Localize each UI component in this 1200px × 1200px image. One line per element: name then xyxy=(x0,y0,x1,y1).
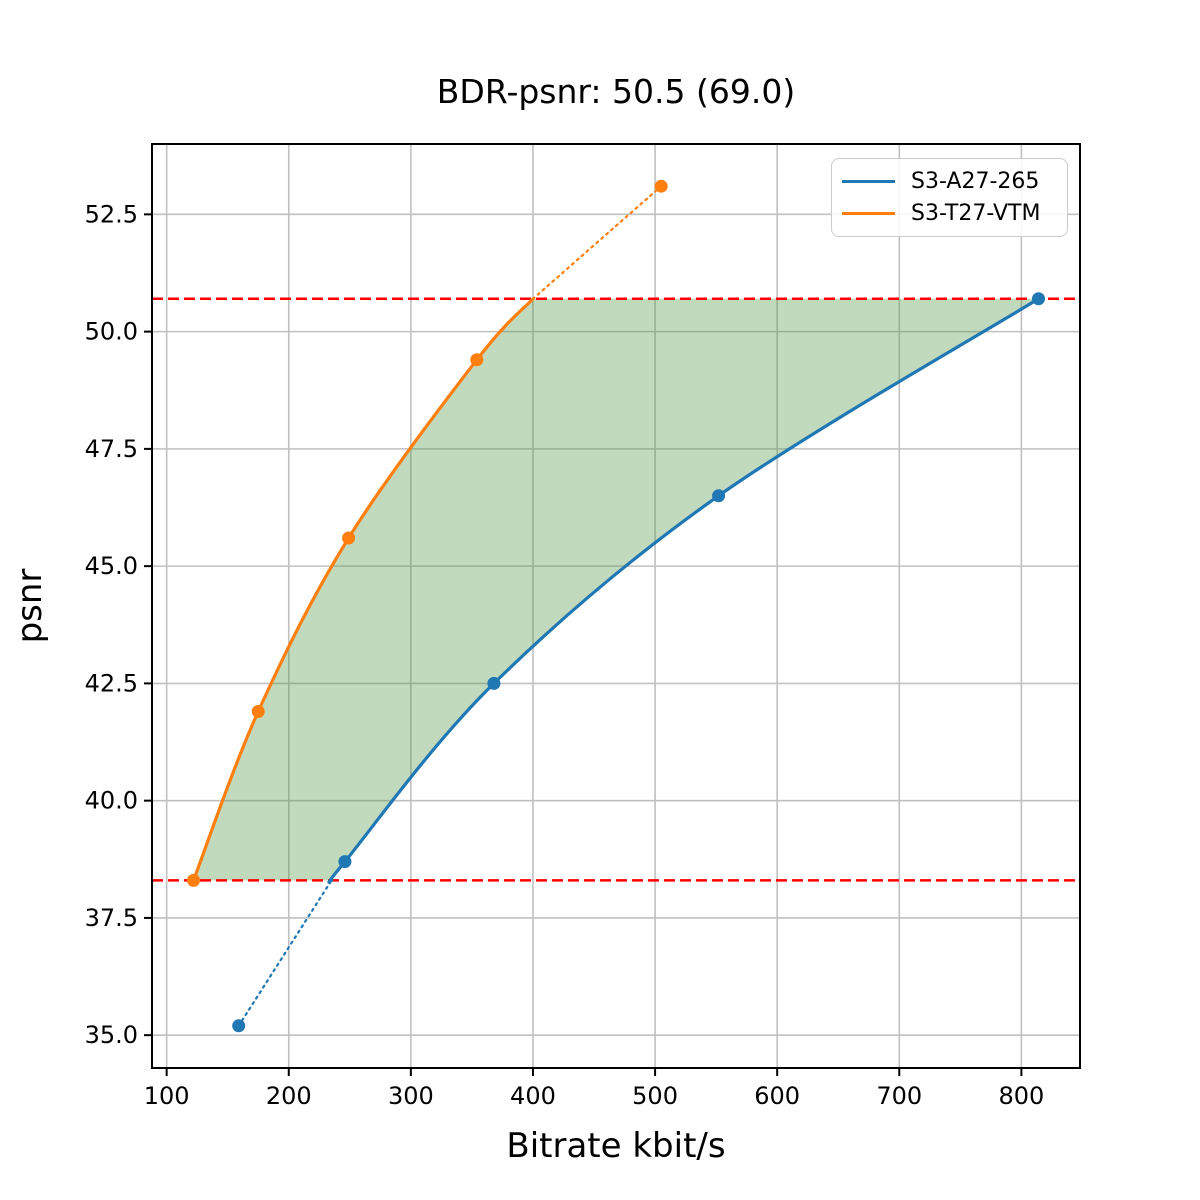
data-point-marker xyxy=(187,873,201,887)
series-line-dotted xyxy=(237,879,333,1027)
legend-item-s3-a27-265: S3-A27-265 xyxy=(842,169,1055,194)
y-tick-label: 35.0 xyxy=(85,1021,138,1049)
data-point-marker xyxy=(654,179,668,193)
legend-label: S3-A27-265 xyxy=(911,168,1040,194)
y-tick-label: 45.0 xyxy=(85,552,138,580)
y-tick-label: 52.5 xyxy=(85,200,138,228)
x-tick-label: 300 xyxy=(388,1082,434,1110)
series-line-dotted xyxy=(531,185,663,300)
chart-title: BDR-psnr: 50.5 (69.0) xyxy=(436,72,796,111)
data-point-marker xyxy=(251,705,265,719)
x-tick-label: 600 xyxy=(754,1082,800,1110)
y-tick-label: 37.5 xyxy=(85,904,138,932)
series-line-solid xyxy=(191,297,535,882)
data-point-marker xyxy=(232,1019,246,1033)
x-tick-label: 700 xyxy=(876,1082,922,1110)
data-point-marker xyxy=(338,855,352,869)
y-axis-label: psnr xyxy=(10,568,50,644)
x-tick-label: 800 xyxy=(998,1082,1044,1110)
x-tick-label: 400 xyxy=(510,1082,556,1110)
x-tick-label: 200 xyxy=(266,1082,312,1110)
y-tick-label: 50.0 xyxy=(85,318,138,346)
x-tick-label: 100 xyxy=(144,1082,190,1110)
legend: S3-A27-265 S3-T27-VTM xyxy=(831,158,1068,237)
legend-item-s3-t27-vtm: S3-T27-VTM xyxy=(842,201,1055,226)
data-point-marker xyxy=(342,531,356,545)
shaded-region xyxy=(193,298,1039,883)
legend-line-swatch-orange xyxy=(842,212,895,216)
x-axis-label: Bitrate kbit/s xyxy=(506,1126,726,1166)
data-point-marker xyxy=(1031,292,1045,306)
y-tick-label: 40.0 xyxy=(85,787,138,815)
x-tick-label: 500 xyxy=(632,1082,678,1110)
legend-label: S3-T27-VTM xyxy=(911,201,1041,227)
data-point-marker xyxy=(470,353,484,367)
plot-border xyxy=(151,143,1081,1069)
data-point-marker xyxy=(712,489,726,503)
data-point-marker xyxy=(487,676,501,690)
y-tick-label: 42.5 xyxy=(85,669,138,697)
y-tick-label: 47.5 xyxy=(85,435,138,463)
legend-line-swatch-blue xyxy=(842,179,895,183)
